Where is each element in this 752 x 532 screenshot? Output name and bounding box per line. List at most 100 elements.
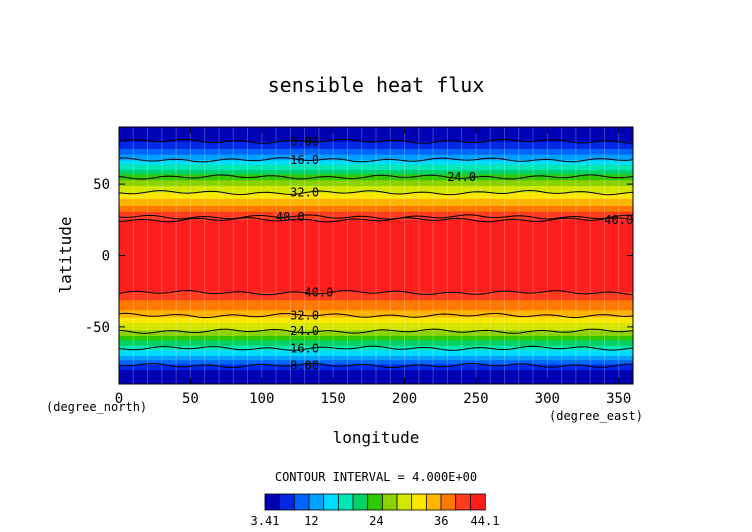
field-band	[119, 268, 633, 271]
field-band	[119, 218, 633, 221]
field-band	[119, 325, 633, 328]
contour-label: 32.0	[290, 186, 319, 200]
field-band	[119, 255, 633, 258]
colorbar-swatch	[337, 493, 354, 511]
field-band	[119, 371, 633, 374]
field-band	[119, 306, 633, 309]
contour-label: 24.0	[290, 324, 319, 338]
field-band	[119, 358, 633, 361]
x-tick-label: 0	[115, 391, 123, 407]
field-band	[119, 264, 633, 266]
field-band	[119, 228, 633, 231]
field-band	[119, 239, 633, 242]
field-band	[119, 276, 633, 279]
field-band	[119, 231, 633, 234]
field-band	[119, 195, 633, 198]
field-band	[119, 165, 633, 168]
field-band	[119, 369, 633, 372]
field-band	[119, 236, 633, 239]
field-band	[119, 318, 633, 321]
field-band	[119, 146, 633, 149]
field-band	[119, 149, 633, 152]
colorbar-swatch	[293, 493, 310, 511]
x-tick-label: 350	[606, 391, 631, 407]
field-band	[119, 204, 633, 207]
field-band	[119, 182, 633, 185]
colorbar-swatch	[381, 493, 398, 511]
field-band	[119, 282, 633, 285]
field-band	[119, 199, 633, 202]
field-band	[119, 289, 633, 292]
field-band	[119, 322, 633, 325]
field-band	[119, 336, 633, 339]
field-band	[119, 248, 633, 251]
field-band	[119, 134, 633, 137]
field-band	[119, 271, 633, 274]
field-band	[119, 348, 633, 351]
field-band	[119, 205, 633, 208]
field-band	[119, 138, 633, 141]
field-band	[119, 185, 633, 188]
colorbar-swatch	[440, 493, 457, 511]
field-band	[119, 372, 633, 375]
field-band	[119, 245, 633, 248]
field-band	[119, 374, 633, 376]
field-band	[119, 261, 633, 264]
field-band	[119, 299, 633, 302]
colorbar-swatch	[367, 493, 384, 511]
field-band	[119, 194, 633, 197]
colorbar-swatch	[396, 493, 413, 511]
field-band	[119, 359, 633, 362]
contour-line	[118, 312, 634, 319]
field-band	[119, 132, 633, 135]
field-band	[119, 136, 633, 139]
field-band	[119, 279, 633, 282]
colorbar-swatch	[264, 493, 281, 511]
field-band	[119, 342, 633, 345]
field-band	[119, 128, 633, 131]
field-band	[119, 376, 633, 379]
colorbar: 3.41 12 24 36 44.1	[251, 493, 500, 528]
y-tick-label: 0	[102, 249, 110, 265]
contour-line	[118, 189, 634, 196]
colorbar-swatch	[279, 493, 296, 511]
x-axis-label: longitude	[333, 428, 420, 447]
field-band	[119, 364, 633, 366]
colorbar-tick-label: 12	[304, 514, 318, 528]
field-band	[119, 251, 633, 254]
field-band	[119, 335, 633, 338]
field-band	[119, 294, 633, 296]
field-band	[119, 352, 633, 355]
field-band	[119, 175, 633, 178]
field-band	[119, 249, 633, 252]
colorbar-swatch	[455, 493, 472, 511]
field-band	[119, 198, 633, 201]
colorbar-tick-label: 3.41	[251, 514, 280, 528]
field-band	[119, 212, 633, 215]
field-band	[119, 225, 633, 228]
field-band	[119, 324, 633, 326]
field-band	[119, 288, 633, 291]
field-band	[119, 308, 633, 311]
colorbar-swatch	[323, 493, 340, 511]
field-band	[119, 151, 633, 154]
field-band	[119, 234, 633, 237]
field-band	[119, 379, 633, 382]
contour-line	[118, 345, 634, 351]
x-tick-label: 300	[535, 391, 560, 407]
field-band	[119, 178, 633, 181]
field-band	[119, 361, 633, 364]
field-band	[119, 152, 633, 155]
contour-line	[118, 174, 634, 180]
field-band	[119, 226, 633, 229]
colorbar-tick-label: 44.1	[471, 514, 500, 528]
y-axis-units: (degree_north)	[46, 400, 147, 414]
y-tick-label: 50	[93, 177, 110, 193]
field-band	[119, 144, 633, 147]
contour-label: 8.00	[290, 358, 319, 372]
field-band	[119, 242, 633, 245]
colorbar-swatch	[352, 493, 369, 511]
field-band	[119, 291, 633, 294]
contour-line	[118, 138, 634, 144]
contour-line	[118, 214, 634, 220]
